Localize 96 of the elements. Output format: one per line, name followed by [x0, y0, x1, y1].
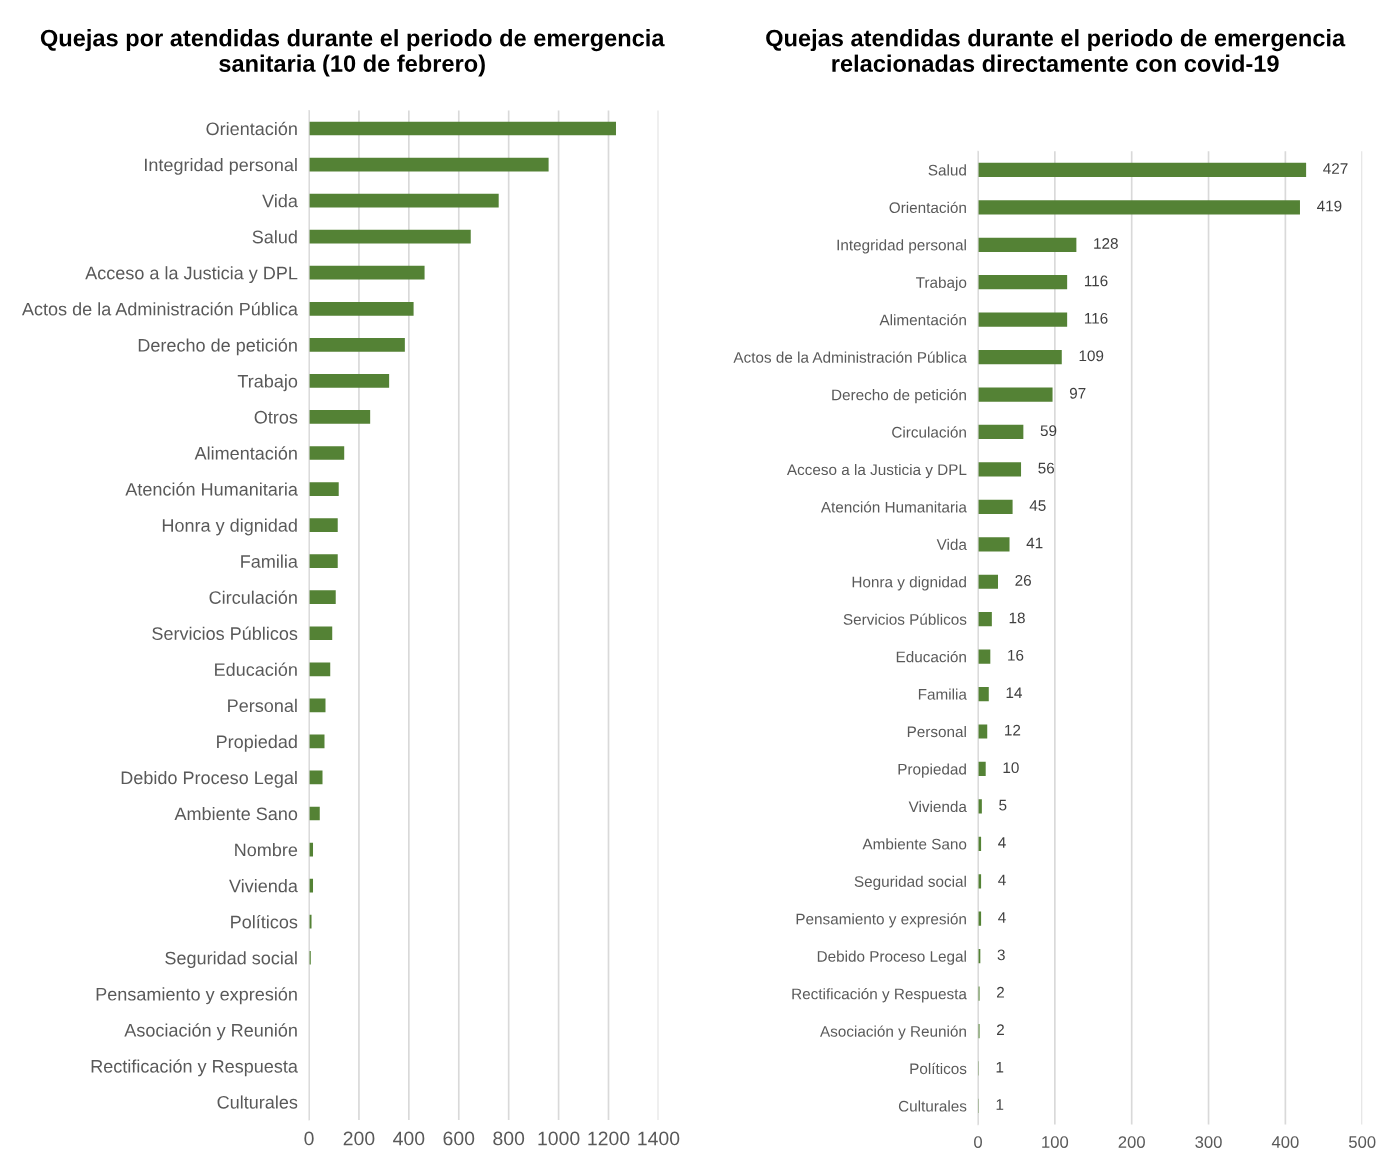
x-tick-label: 1400: [638, 1131, 680, 1146]
y-tick-label: Honra y dignidad: [852, 576, 966, 591]
y-tick-label: Integridad personal: [145, 158, 297, 175]
y-tick-label: Atención Humanitaria: [125, 482, 298, 496]
y-tick-label: Alimentación: [879, 313, 966, 326]
y-tick-label: Alimentación: [194, 446, 297, 460]
y-tick-label: Seguridad social: [854, 875, 966, 890]
y-tick-label: Honra y dignidad: [162, 518, 297, 536]
data-label: 2: [996, 1024, 1004, 1035]
y-tick-label: Familia: [918, 688, 967, 700]
y-tick-label: Integridad personal: [837, 239, 966, 254]
data-label: 18: [1009, 612, 1025, 624]
y-tick-label: Vivienda: [229, 879, 298, 893]
y-tick-label: Actos de la Administración Pública: [21, 302, 298, 316]
data-label: 4: [998, 874, 1006, 886]
x-tick-label: 600: [443, 1131, 475, 1146]
y-tick-label: Actos de la Administración Pública: [733, 351, 967, 363]
data-label: 41: [1026, 537, 1043, 549]
y-tick-label: Políticos: [231, 914, 298, 929]
y-tick-label: Pensamiento y expresión: [96, 987, 297, 1005]
data-label: 109: [1079, 350, 1104, 362]
y-tick-label: Derecho de petición: [138, 338, 297, 356]
data-label: 16: [1008, 649, 1024, 661]
data-label: 1: [996, 1061, 1004, 1073]
data-label: 128: [1094, 238, 1118, 249]
data-label: 10: [1003, 762, 1019, 774]
y-tick-label: Derecho de petición: [832, 388, 966, 404]
data-label: 97: [1069, 387, 1086, 399]
x-tick-label: 0: [304, 1131, 314, 1146]
x-tick-label: 800: [493, 1131, 525, 1146]
y-tick-label: Circulación: [892, 426, 966, 438]
y-tick-label: Políticos: [910, 1062, 967, 1075]
chart-title: Quejas por atendidas durante el periodo de emergencia sanitaria (10 de febrero): [40, 29, 665, 77]
y-tick-label: Acceso a la Justicia y DPL: [85, 266, 298, 284]
y-tick-label: Servicios Públicos: [152, 626, 298, 640]
y-tick-label: Propiedad: [898, 763, 966, 778]
y-tick-label: Trabajo: [237, 374, 298, 392]
y-tick-label: Asociación y Reunión: [820, 1025, 966, 1040]
data-label: 56: [1038, 462, 1055, 474]
y-tick-label: Personal: [228, 698, 297, 713]
y-tick-label: Educación: [215, 662, 297, 677]
y-tick-label: Servicios Públicos: [843, 613, 967, 625]
data-label: 116: [1084, 312, 1108, 324]
y-tick-label: Culturales: [898, 1100, 967, 1112]
x-tick-label: 200: [343, 1131, 375, 1146]
data-label: 427: [1323, 163, 1348, 174]
data-label: 14: [1006, 687, 1022, 699]
y-tick-label: Vida: [262, 194, 298, 208]
data-label: 4: [998, 912, 1006, 923]
x-tick-label: 100: [1042, 1136, 1069, 1148]
y-tick-label: Ambiente Sano: [174, 806, 298, 821]
data-label: 2: [996, 986, 1004, 998]
x-tick-label: 1000: [538, 1131, 580, 1146]
x-tick-label: 300: [1195, 1136, 1222, 1148]
data-label: 3: [997, 949, 1005, 961]
y-tick-label: Debido Proceso Legal: [121, 770, 297, 788]
y-tick-label: Rectificación y Respuesta: [792, 987, 967, 1003]
x-tick-label: 400: [393, 1131, 425, 1146]
x-tick-label: 500: [1348, 1136, 1376, 1148]
y-tick-label: Familia: [241, 554, 298, 568]
y-tick-label: Trabajo: [916, 276, 967, 291]
y-tick-label: Propiedad: [217, 734, 297, 752]
x-tick-label: 400: [1271, 1136, 1299, 1148]
y-tick-label: Ambiente Sano: [862, 838, 967, 850]
y-tick-label: Educación: [896, 650, 966, 663]
y-tick-label: Personal: [907, 725, 966, 738]
data-label: 5: [999, 799, 1007, 811]
y-tick-label: Culturales: [217, 1095, 298, 1109]
y-tick-label: Pensamiento y expresión: [796, 913, 966, 928]
y-tick-label: Orientación: [889, 201, 966, 214]
y-tick-label: Seguridad social: [165, 951, 297, 969]
data-label: 116: [1084, 275, 1108, 287]
chart-title: Quejas atendidas durante el periodo de emergencia relacionadas directamente con covid-19: [766, 29, 1346, 72]
y-tick-label: Vida: [936, 538, 967, 550]
data-label: 45: [1029, 500, 1046, 511]
y-tick-label: Nombre: [235, 843, 298, 857]
y-tick-label: Otros: [254, 410, 298, 424]
y-tick-label: Rectificación y Respuesta: [91, 1059, 298, 1077]
data-label: 4: [998, 837, 1006, 848]
y-tick-label: Vivienda: [908, 800, 967, 813]
y-tick-label: Acceso a la Justicia y DPL: [786, 463, 967, 479]
data-label: 26: [1015, 575, 1031, 586]
y-tick-label: Asociación y Reunión: [124, 1023, 297, 1041]
y-tick-label: Debido Proceso Legal: [817, 950, 966, 965]
y-tick-label: Circulación: [209, 590, 297, 604]
y-tick-label: Salud: [252, 230, 297, 244]
data-label: 1: [996, 1099, 1004, 1110]
data-label: 419: [1316, 200, 1342, 212]
y-tick-label: Orientación: [206, 121, 297, 136]
x-tick-label: 0: [974, 1136, 982, 1148]
data-label: 12: [1005, 724, 1021, 736]
data-label: 59: [1040, 425, 1057, 437]
y-tick-label: Salud: [928, 164, 966, 176]
x-tick-label: 1200: [588, 1131, 630, 1146]
y-tick-label: Atención Humanitaria: [820, 501, 967, 513]
x-tick-label: 200: [1118, 1136, 1145, 1148]
